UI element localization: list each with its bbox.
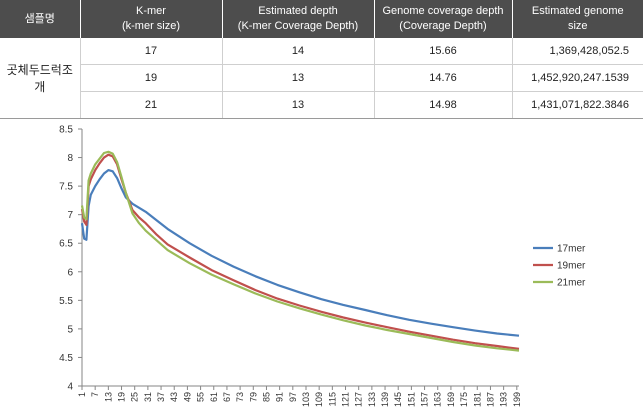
table-cell: 1,431,071,822.3846	[511, 91, 643, 119]
table-cell: 14.98	[373, 91, 512, 119]
x-tick-label: 145	[393, 392, 403, 407]
x-tick-label: 13	[103, 392, 113, 402]
header-estimated-depth: Estimated depth (K-mer Coverage Depth)	[221, 0, 374, 38]
x-tick-label: 79	[248, 392, 258, 402]
y-tick-label: 7	[67, 210, 73, 221]
x-tick-label: 163	[433, 392, 443, 407]
table-row: 19 13 14.76 1,452,920,247.1539	[0, 64, 643, 92]
header-genome-size: Estimated genome size	[511, 0, 643, 38]
y-tick-label: 8	[67, 153, 73, 164]
table-cell: 19	[79, 64, 222, 92]
series-line-19mer	[80, 153, 520, 350]
x-tick-label: 175	[459, 392, 469, 407]
x-tick-label: 193	[499, 392, 509, 407]
x-tick-label: 67	[222, 392, 232, 402]
y-tick-label: 7.5	[59, 182, 73, 193]
header-coverage-depth: Genome coverage depth (Coverage Depth)	[373, 0, 512, 38]
series-line-21mer	[80, 150, 520, 352]
x-tick-label: 43	[169, 392, 179, 402]
x-tick-label: 97	[288, 392, 298, 402]
x-tick-label: 187	[485, 392, 495, 407]
x-tick-label: 169	[446, 392, 456, 407]
y-tick-label: 6.5	[59, 239, 73, 250]
y-tick-label: 4	[67, 382, 73, 393]
x-tick-label: 115	[327, 392, 337, 406]
y-tick-label: 4.5	[59, 353, 73, 364]
y-tick-label: 5.5	[59, 296, 73, 307]
x-tick-label: 121	[341, 392, 351, 407]
table-header-row: 샘플명 K-mer (k-mer size) Estimated depth (…	[0, 0, 643, 38]
table-row: 곳체두드럭조개 17 14 15.66 1,369,428,052.5	[0, 38, 643, 119]
x-tick-label: 127	[354, 392, 364, 407]
x-tick-label: 103	[301, 392, 311, 407]
legend-label-19mer: 19mer	[557, 261, 586, 272]
legend-label-21mer: 21mer	[557, 278, 586, 289]
table-cell: 14.76	[373, 64, 512, 92]
table-cell: 14	[221, 38, 374, 65]
x-tick-label: 151	[406, 392, 416, 407]
table-cell: 21	[79, 91, 222, 119]
table-cell: 17	[79, 38, 222, 65]
x-tick-label: 85	[261, 392, 271, 402]
x-tick-label: 109	[314, 392, 324, 407]
table-cell: 13	[221, 91, 374, 119]
x-tick-label: 31	[143, 392, 153, 402]
y-tick-label: 6	[67, 267, 73, 278]
legend-label-17mer: 17mer	[557, 244, 586, 255]
y-tick-label: 8.5	[59, 125, 73, 136]
x-tick-label: 157	[420, 392, 430, 407]
x-tick-label: 61	[209, 392, 219, 402]
x-tick-label: 133	[367, 392, 377, 407]
x-tick-label: 37	[156, 392, 166, 402]
x-tick-label: 199	[512, 392, 522, 407]
header-sample: 샘플명	[0, 0, 80, 38]
x-tick-label: 25	[130, 392, 140, 402]
x-tick-label: 55	[196, 392, 206, 402]
x-tick-label: 139	[380, 392, 390, 407]
kmer-table: 샘플명 K-mer (k-mer size) Estimated depth (…	[0, 0, 643, 119]
x-tick-label: 19	[117, 392, 127, 402]
kmer-distribution-chart: 44.555.566.577.588.51 7 13 19 25 31 37 43 49 55 61…	[59, 125, 586, 408]
y-tick-label: 5	[67, 324, 73, 335]
x-tick-label: 7	[90, 392, 100, 397]
x-tick-label: 91	[275, 392, 285, 402]
x-tick-label: 49	[182, 392, 192, 402]
table-cell: 15.66	[373, 38, 512, 65]
header-kmer: K-mer (k-mer size)	[79, 0, 222, 38]
x-tick-label: 73	[235, 392, 245, 402]
table-cell: 1,369,428,052.5	[511, 38, 643, 65]
table-cell: 1,452,920,247.1539	[511, 64, 643, 92]
sample-name-cell: 곳체두드럭조개	[0, 38, 80, 119]
x-tick-label: 1	[77, 392, 87, 397]
series-line-17mer	[80, 169, 520, 337]
table-row: 21 13 14.98 1,431,071,822.3846	[0, 91, 643, 119]
x-tick-label: 181	[472, 392, 482, 407]
table-cell: 13	[221, 64, 374, 92]
